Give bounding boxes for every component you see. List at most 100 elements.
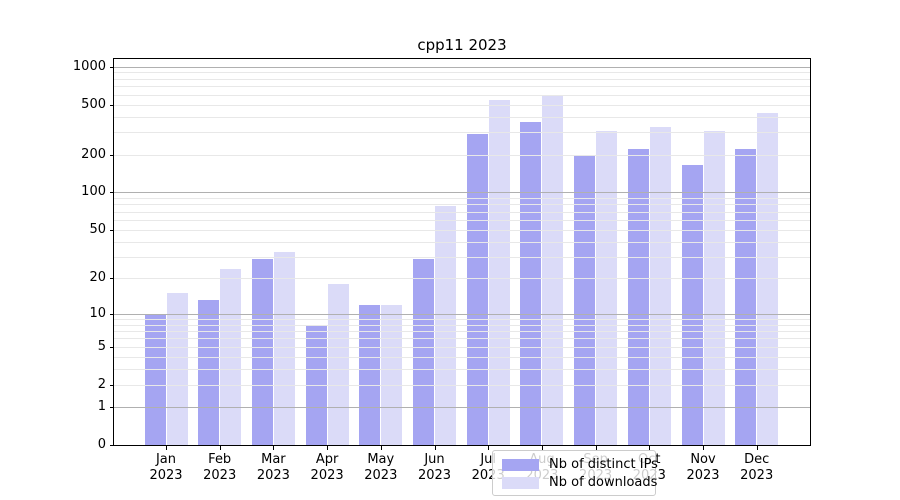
y-tick-mark — [110, 192, 114, 194]
y-tick-label-10: 10 — [89, 305, 106, 321]
y-tick-mark — [110, 313, 114, 315]
gridline-minor — [114, 219, 810, 221]
x-tick-mark — [488, 446, 490, 450]
gridline-minor — [114, 86, 810, 88]
gridline-minor — [114, 356, 810, 358]
gridline-minor — [114, 338, 810, 340]
gridline-minor — [114, 104, 810, 106]
gridline-major — [114, 407, 810, 409]
x-tick-mark — [273, 446, 275, 450]
gridline-minor — [114, 278, 810, 280]
y-tick-mark — [110, 407, 114, 409]
gridline-minor — [114, 72, 810, 74]
x-tick-label-jun: Jun 2023 — [417, 452, 452, 483]
x-tick-label-mar: Mar 2023 — [256, 452, 290, 483]
gridline-minor — [114, 94, 810, 96]
bar-ips-may-2023 — [359, 304, 381, 445]
x-tick-mark — [219, 446, 221, 450]
gridline-minor — [114, 154, 810, 156]
chart-title: cpp11 2023 — [417, 36, 507, 54]
bar-ips-apr-2023 — [305, 324, 327, 445]
bar-ips-dec-2023 — [735, 149, 757, 445]
x-tick-mark — [434, 446, 436, 450]
y-tick-mark — [110, 346, 114, 348]
bar-downloads-sep-2023 — [596, 130, 618, 445]
y-tick-label-100: 100 — [81, 184, 106, 200]
bar-downloads-jul-2023 — [488, 100, 510, 445]
legend: Nb of distinct IPs Nb of downloads — [492, 450, 658, 496]
gridline-minor — [114, 384, 810, 386]
y-tick-label-50: 50 — [89, 221, 106, 237]
x-tick-label-nov: Nov 2023 — [686, 452, 720, 483]
bar-ips-jun-2023 — [413, 258, 434, 445]
gridline-minor — [114, 197, 810, 199]
bar-downloads-aug-2023 — [542, 96, 564, 445]
x-tick-mark — [649, 446, 651, 450]
gridline-minor — [114, 331, 810, 333]
gridline-minor — [114, 132, 810, 134]
x-tick-mark — [541, 446, 543, 450]
bar-downloads-oct-2023 — [649, 127, 671, 445]
x-tick-label-dec: Dec 2023 — [740, 452, 774, 483]
x-tick-label-jan: Jan 2023 — [149, 452, 183, 483]
y-tick-mark — [110, 104, 114, 106]
legend-label-distinct-ips: Nb of distinct IPs — [549, 457, 658, 472]
x-tick-label-feb: Feb 2023 — [203, 452, 237, 483]
x-tick-mark — [703, 446, 704, 450]
gridline-minor — [114, 256, 810, 258]
plot-area: Nb of distinct IPs Nb of downloads — [113, 58, 811, 496]
gridline-major — [114, 66, 810, 68]
bar-downloads-may-2023 — [381, 304, 403, 445]
bar-ips-jan-2023 — [144, 313, 166, 445]
bar-ips-oct-2023 — [627, 149, 649, 445]
x-tick-label-apr: Apr 2023 — [310, 452, 344, 483]
bar-downloads-nov-2023 — [703, 130, 725, 445]
x-tick-label-may: May 2023 — [364, 452, 398, 483]
gridline-minor — [114, 78, 810, 80]
legend-item-distinct-ips: Nb of distinct IPs — [502, 456, 658, 473]
y-tick-label-1000: 1000 — [72, 58, 106, 74]
y-tick-label-2: 2 — [97, 376, 106, 392]
bar-ips-aug-2023 — [520, 121, 542, 445]
y-tick-mark — [110, 445, 114, 446]
y-tick-mark — [110, 66, 114, 68]
legend-item-downloads: Nb of downloads — [502, 474, 657, 491]
bar-ips-mar-2023 — [251, 258, 273, 445]
gridline-major — [114, 192, 810, 194]
bar-ips-feb-2023 — [198, 300, 220, 445]
bar-ips-jul-2023 — [466, 134, 488, 445]
x-tick-mark — [380, 446, 382, 450]
y-tick-label-5: 5 — [97, 338, 106, 354]
plot-area-inner — [114, 59, 810, 445]
legend-swatch-distinct-ips — [502, 458, 539, 471]
y-tick-mark — [110, 154, 114, 156]
bar-ips-nov-2023 — [681, 165, 703, 445]
x-tick-mark — [327, 446, 329, 450]
gridline-minor — [114, 116, 810, 118]
y-tick-label-0: 0 — [97, 437, 106, 452]
gridline-minor — [114, 241, 810, 243]
gridline-minor — [114, 318, 810, 320]
bar-ips-sep-2023 — [574, 155, 596, 445]
gridline-minor — [114, 369, 810, 371]
legend-label-downloads: Nb of downloads — [549, 475, 658, 490]
bar-downloads-mar-2023 — [273, 251, 295, 445]
x-tick-mark — [166, 446, 167, 450]
y-tick-mark — [110, 278, 114, 280]
y-tick-label-20: 20 — [89, 270, 106, 286]
y-tick-mark — [110, 229, 114, 231]
y-tick-label-1: 1 — [97, 399, 106, 415]
y-tick-mark — [110, 384, 114, 386]
y-tick-label-200: 200 — [81, 146, 106, 162]
bar-downloads-feb-2023 — [220, 268, 242, 445]
gridline-minor — [114, 211, 810, 213]
gridline-major — [114, 313, 810, 315]
x-tick-mark — [595, 446, 597, 450]
gridline-minor — [114, 346, 810, 348]
bar-downloads-apr-2023 — [327, 283, 349, 445]
x-tick-mark — [756, 446, 758, 450]
gridline-minor — [114, 324, 810, 326]
y-tick-label-500: 500 — [81, 96, 106, 112]
gridline-minor — [114, 229, 810, 231]
